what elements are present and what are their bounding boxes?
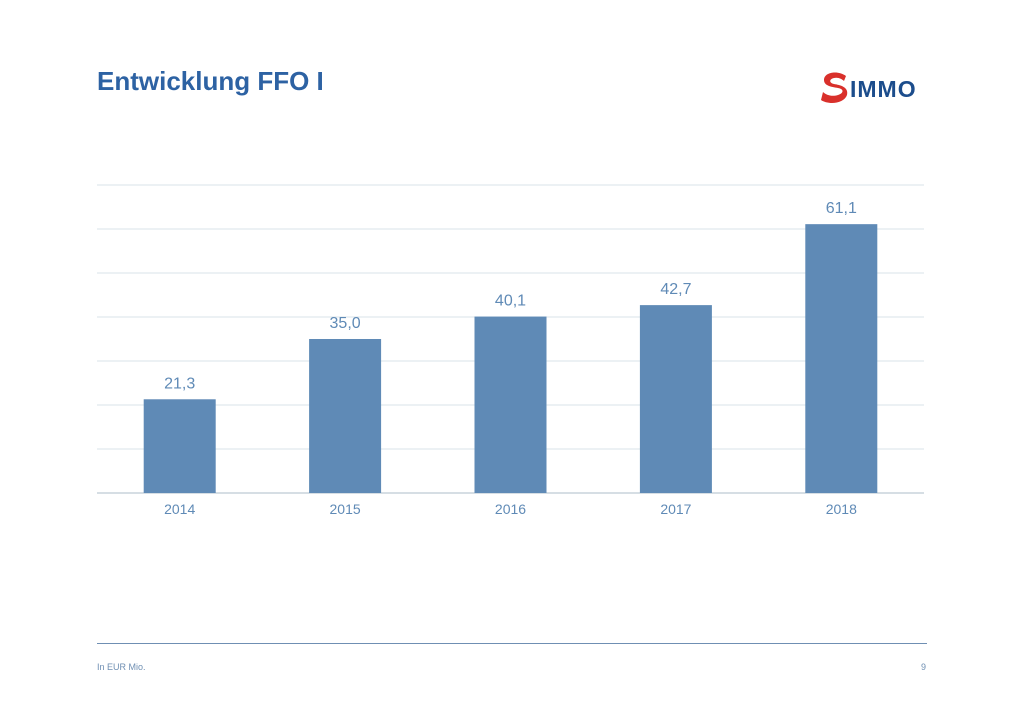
bar-2016 xyxy=(474,316,547,493)
x-tick-label-2016: 2016 xyxy=(495,501,526,517)
data-label-2016: 40,1 xyxy=(495,293,526,310)
x-tick-label-2017: 2017 xyxy=(660,501,691,517)
s-immo-logo-icon xyxy=(821,72,848,103)
data-label-2017: 42,7 xyxy=(660,281,691,298)
bar-2015 xyxy=(309,339,382,493)
data-label-2015: 35,0 xyxy=(330,315,361,332)
footer-note: In EUR Mio. xyxy=(97,662,146,672)
bar-2018 xyxy=(805,224,878,493)
page-number: 9 xyxy=(920,662,926,672)
x-tick-label-2018: 2018 xyxy=(826,501,857,517)
data-label-2014: 21,3 xyxy=(164,375,195,392)
x-tick-label-2015: 2015 xyxy=(330,501,361,517)
bar-2014 xyxy=(143,399,216,493)
bar-2017 xyxy=(639,305,712,493)
x-tick-label-2014: 2014 xyxy=(164,501,195,517)
footer-divider xyxy=(97,643,927,644)
data-label-2018: 61,1 xyxy=(826,200,857,217)
logo-text: IMMO xyxy=(850,76,917,102)
page-title: Entwicklung FFO I xyxy=(97,66,324,96)
company-logo: IMMO xyxy=(820,70,920,106)
